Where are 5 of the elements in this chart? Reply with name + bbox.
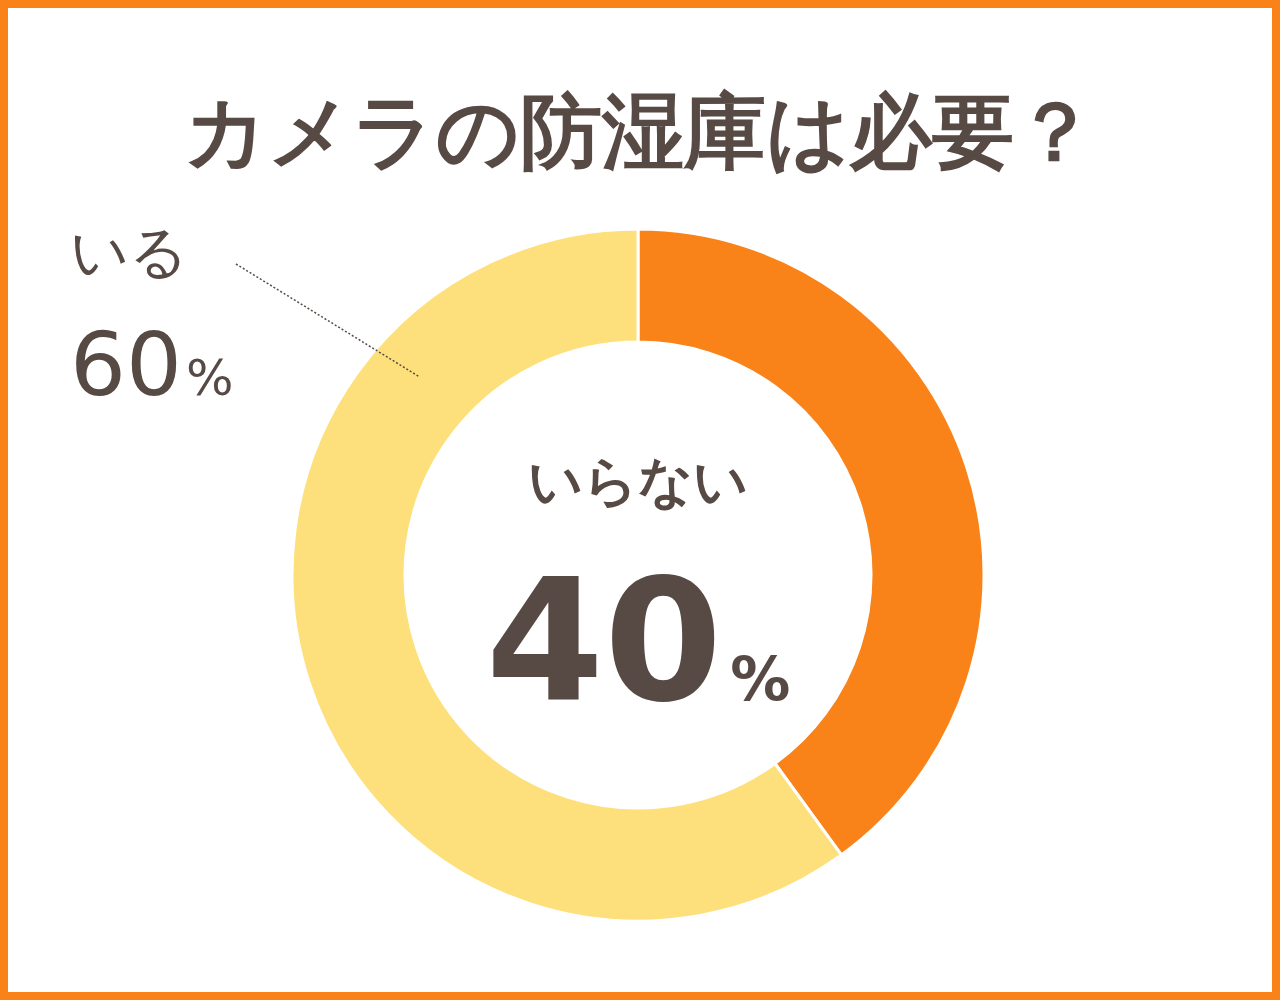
chart-title: カメラの防湿庫は必要？ bbox=[184, 84, 1096, 179]
data-label: 40% bbox=[485, 542, 791, 740]
slice-label: いらない bbox=[528, 450, 748, 513]
slice-label: いる bbox=[70, 218, 188, 286]
data-label: 60% bbox=[70, 313, 234, 416]
